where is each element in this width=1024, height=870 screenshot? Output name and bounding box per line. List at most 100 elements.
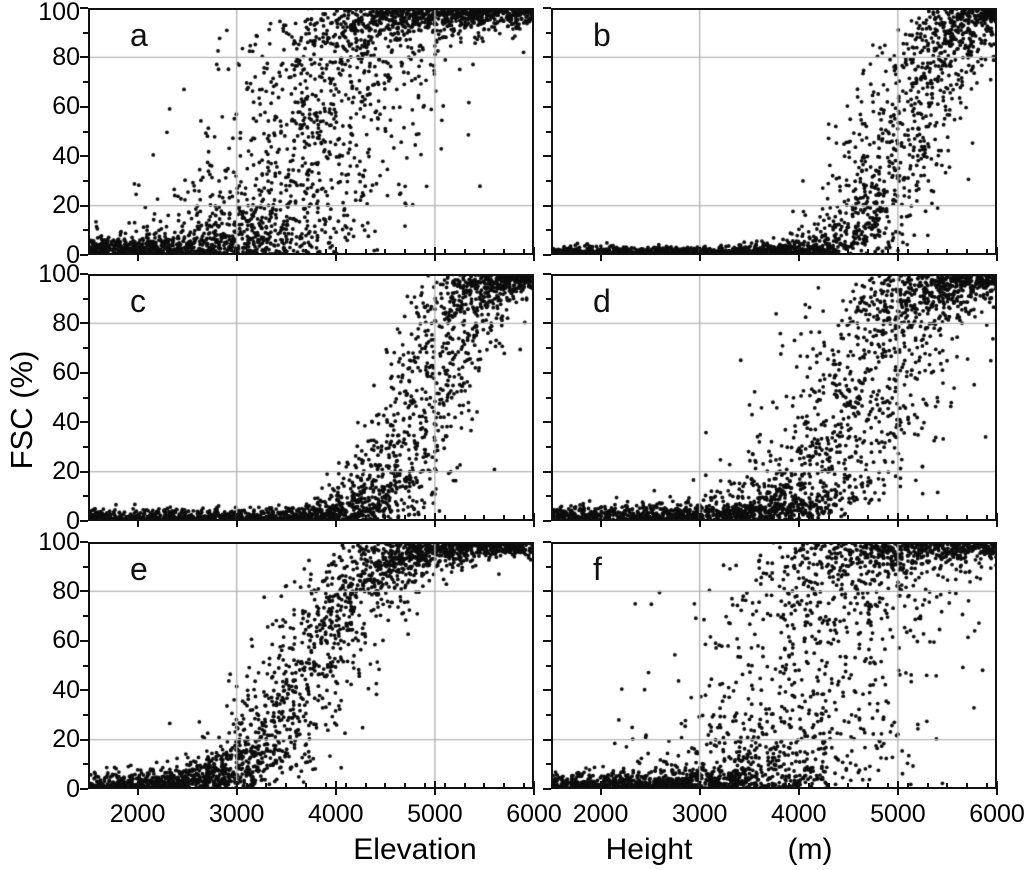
x-minor-tick	[463, 783, 466, 787]
y-tick-label: 40	[52, 141, 80, 170]
x-minor-tick	[688, 249, 691, 253]
x-minor-tick	[946, 783, 949, 787]
x-minor-tick	[205, 783, 208, 787]
x-axis-title-unit: (m)	[787, 833, 833, 866]
x-minor-tick	[344, 783, 347, 787]
x-minor-tick	[807, 783, 810, 787]
y-minor-tick	[83, 664, 88, 667]
x-major-tick	[599, 781, 602, 795]
x-minor-tick	[205, 515, 208, 519]
y-major-tick	[543, 371, 551, 374]
x-minor-tick	[569, 515, 572, 519]
x-major-tick	[136, 247, 139, 261]
x-minor-tick	[265, 249, 268, 253]
panel-b: b	[551, 8, 997, 255]
x-minor-tick	[629, 515, 632, 519]
x-minor-tick	[126, 249, 129, 253]
x-major-tick	[235, 781, 238, 795]
y-tick-label: 80	[52, 42, 80, 71]
y-minor-tick	[83, 81, 88, 84]
x-minor-tick	[569, 249, 572, 253]
y-tick-label: 20	[52, 191, 80, 220]
y-minor-tick	[546, 763, 551, 766]
scatter-canvas	[90, 10, 532, 253]
x-minor-tick	[443, 783, 446, 787]
x-major-tick	[533, 513, 535, 527]
y-minor-tick	[546, 615, 551, 618]
y-major-tick	[543, 689, 551, 692]
y-major-tick	[543, 421, 551, 424]
x-minor-tick	[986, 249, 989, 253]
x-minor-tick	[503, 783, 506, 787]
x-minor-tick	[668, 249, 671, 253]
y-major-tick	[80, 470, 88, 473]
y-major-tick	[80, 56, 88, 59]
x-minor-tick	[523, 515, 526, 519]
y-tick-label: 0	[66, 506, 80, 535]
x-minor-tick	[966, 515, 969, 519]
x-minor-tick	[225, 515, 228, 519]
x-major-tick	[797, 247, 800, 261]
panel-a: a	[88, 8, 534, 255]
y-minor-tick	[83, 763, 88, 766]
x-minor-tick	[688, 515, 691, 519]
y-major-tick	[543, 541, 551, 543]
x-major-tick	[136, 781, 139, 795]
x-minor-tick	[166, 515, 169, 519]
x-minor-tick	[867, 515, 870, 519]
x-minor-tick	[827, 249, 830, 253]
x-minor-tick	[926, 515, 929, 519]
x-minor-tick	[146, 783, 149, 787]
x-minor-tick	[986, 515, 989, 519]
x-minor-tick	[946, 249, 949, 253]
y-minor-tick	[83, 445, 88, 448]
y-major-tick	[80, 788, 88, 790]
y-tick-label: 100	[38, 0, 80, 26]
x-minor-tick	[827, 515, 830, 519]
x-minor-tick	[569, 783, 572, 787]
x-minor-tick	[708, 249, 711, 253]
x-minor-tick	[609, 783, 612, 787]
x-minor-tick	[463, 249, 466, 253]
y-tick-label: 100	[38, 527, 80, 556]
y-major-tick	[543, 105, 551, 108]
y-minor-tick	[546, 229, 551, 232]
x-minor-tick	[966, 249, 969, 253]
y-minor-tick	[546, 297, 551, 300]
x-major-tick	[599, 513, 602, 527]
x-minor-tick	[225, 783, 228, 787]
x-minor-tick	[589, 249, 592, 253]
y-minor-tick	[83, 615, 88, 618]
x-major-tick	[433, 513, 436, 527]
x-minor-tick	[483, 515, 486, 519]
x-minor-tick	[205, 249, 208, 253]
panel-label: e	[130, 551, 148, 587]
y-minor-tick	[83, 130, 88, 133]
x-minor-tick	[364, 249, 367, 253]
x-minor-tick	[649, 515, 652, 519]
x-minor-tick	[503, 515, 506, 519]
x-major-tick	[797, 513, 800, 527]
y-minor-tick	[83, 713, 88, 716]
y-tick-label: 80	[52, 308, 80, 337]
x-major-tick	[996, 247, 998, 261]
y-minor-tick	[83, 179, 88, 182]
x-major-tick	[136, 513, 139, 527]
x-minor-tick	[728, 783, 731, 787]
x-major-tick	[433, 247, 436, 261]
x-minor-tick	[106, 249, 109, 253]
y-major-tick	[543, 204, 551, 207]
y-major-tick	[80, 689, 88, 692]
y-tick-label: 20	[52, 725, 80, 754]
x-minor-tick	[126, 515, 129, 519]
x-minor-tick	[609, 249, 612, 253]
x-minor-tick	[609, 515, 612, 519]
y-tick-label: 80	[52, 576, 80, 605]
x-minor-tick	[668, 783, 671, 787]
x-major-tick	[896, 247, 899, 261]
y-major-tick	[80, 738, 88, 741]
x-major-tick	[433, 781, 436, 795]
x-minor-tick	[146, 249, 149, 253]
y-major-tick	[543, 590, 551, 593]
